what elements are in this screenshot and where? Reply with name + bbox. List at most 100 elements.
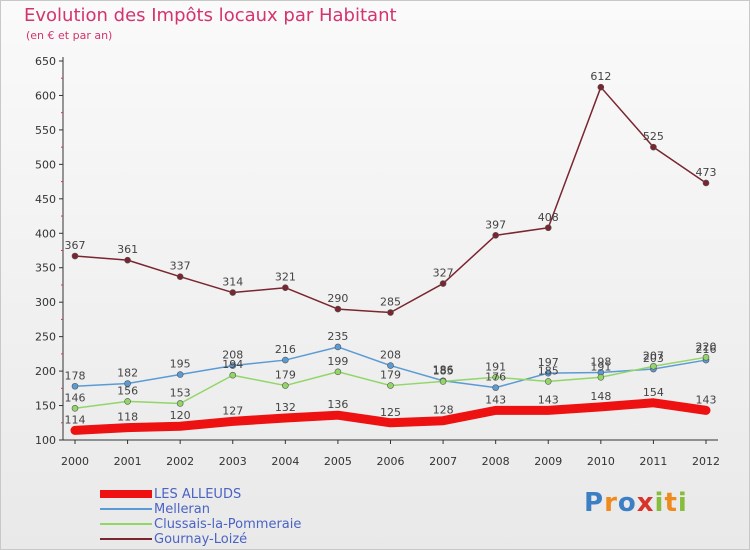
data-label: 612 [590,70,611,83]
logo-letter: t [664,488,678,518]
data-label: 408 [538,211,559,224]
data-label: 154 [643,386,664,399]
logo-letter: i [654,488,665,518]
y-tick-label: 300 [35,296,56,309]
data-point [597,83,605,91]
data-point [334,343,342,351]
x-tick-label: 2001 [114,455,142,468]
data-label: 216 [275,343,296,356]
chart-axes: 100 150 200 250 300 350 400 450 500 550 600 650 2000… [35,55,720,468]
x-tick-label: 2006 [377,455,405,468]
data-label: 207 [643,349,664,362]
x-tick-label: 2008 [482,455,510,468]
logo-letter: o [617,488,637,518]
logo-letter: i [677,488,688,518]
data-point [702,354,710,361]
legend-label: Gournay-Loizé [154,532,248,547]
y-tick-label: 450 [35,193,56,206]
legend-swatch [100,538,152,540]
data-label: 176 [485,371,506,384]
data-point [702,179,710,187]
data-label: 285 [380,296,401,309]
data-point [492,373,499,381]
data-label: 473 [696,166,717,179]
data-label: 143 [538,393,559,406]
data-point [124,380,131,387]
data-point [71,252,79,260]
data-label: 156 [117,384,138,397]
data-label: 185 [538,364,559,377]
y-tick-label: 250 [35,331,56,344]
logo-letter: x [636,488,655,518]
data-point [176,371,184,378]
data-points [71,83,710,412]
data-point [597,373,605,381]
x-tick-label: 2007 [429,455,457,468]
y-tick-label: 500 [35,158,56,171]
data-label: 118 [117,411,138,424]
data-label: 361 [117,243,138,256]
data-point [544,224,552,232]
data-label: 208 [222,349,243,362]
data-point [387,382,394,389]
x-tick-label: 2003 [219,455,247,468]
data-point [492,384,499,391]
legend-label: LES ALLEUDS [154,487,242,502]
y-tick-label: 100 [35,434,56,447]
y-tick-label: 400 [35,227,56,240]
data-point [387,309,394,316]
data-point [229,289,237,296]
data-label: 146 [65,391,86,404]
data-point [176,400,184,407]
data-label: 125 [380,406,401,419]
x-tick-label: 2011 [639,455,667,468]
y-tick-label: 650 [35,55,56,68]
x-tick-label: 2000 [61,455,89,468]
x-tick-label: 2012 [692,455,720,468]
data-point [229,371,237,379]
legend-swatch [100,523,152,525]
data-label: 136 [327,398,348,411]
data-label: 198 [590,355,611,368]
data-label: 203 [643,352,664,365]
legend-swatch [100,490,152,498]
logo-letter: r [604,488,618,518]
data-label: 191 [485,360,506,373]
data-point [229,362,237,369]
data-label: 397 [485,218,506,231]
data-label: 216 [696,343,717,356]
data-point [334,368,342,376]
data-point [544,378,552,385]
data-label: 327 [433,267,454,280]
data-point [387,362,394,369]
data-label: 199 [327,355,348,368]
data-point [282,356,289,364]
data-label: 194 [222,358,243,371]
proxiti-logo: Proxiti [584,488,688,518]
data-label: 179 [380,369,401,382]
data-label: 114 [65,413,86,426]
data-label: 525 [643,130,664,143]
x-tick-label: 2009 [534,455,562,468]
chart-title: Evolution des Impôts locaux par Habitant [24,5,397,26]
data-label: 178 [65,369,86,382]
data-point [544,369,552,377]
data-label: 314 [222,276,243,289]
y-tick-label: 600 [35,89,56,102]
logo-letter: P [584,488,605,518]
data-label: 191 [590,360,611,373]
y-tick-label: 550 [35,124,56,137]
y-tick-label: 350 [35,262,56,275]
legend-label: Melleran [154,502,210,517]
data-point [439,280,447,287]
x-tick-label: 2005 [324,455,352,468]
legend-swatch [100,508,152,510]
data-point [124,398,131,405]
data-label: 128 [433,404,454,417]
data-label: 290 [327,292,348,305]
data-label: 143 [696,393,717,406]
data-label: 153 [170,386,191,399]
chart-subtitle: (en € et par an) [26,29,113,42]
